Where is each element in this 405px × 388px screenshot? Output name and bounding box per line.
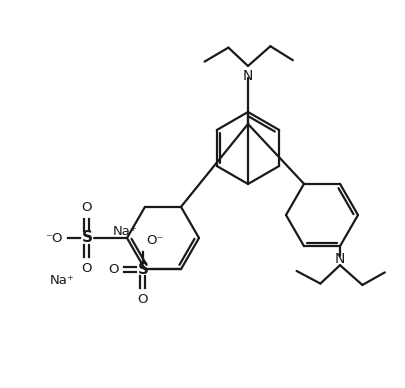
- Text: N: N: [242, 69, 253, 83]
- Text: O: O: [137, 293, 148, 306]
- Text: Na⁺: Na⁺: [49, 274, 74, 286]
- Text: O⁻: O⁻: [146, 234, 163, 247]
- Text: S: S: [137, 262, 148, 277]
- Text: O: O: [81, 262, 92, 275]
- Text: ⁻O: ⁻O: [45, 232, 63, 244]
- Text: O: O: [108, 263, 119, 276]
- Text: O: O: [81, 201, 92, 214]
- Text: Na⁺: Na⁺: [112, 225, 137, 238]
- Text: S: S: [81, 230, 92, 246]
- Text: N: N: [334, 252, 344, 266]
